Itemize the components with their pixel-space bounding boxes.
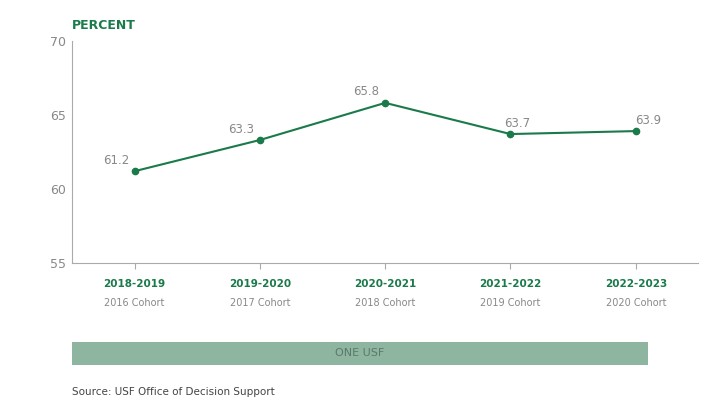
- Text: 61.2: 61.2: [103, 154, 129, 167]
- Text: 2018 Cohort: 2018 Cohort: [355, 298, 415, 308]
- Text: PERCENT: PERCENT: [72, 19, 136, 32]
- Text: 2022-2023: 2022-2023: [605, 279, 667, 290]
- Text: 63.3: 63.3: [228, 123, 254, 136]
- Text: 63.9: 63.9: [635, 114, 662, 127]
- Text: 2018-2019: 2018-2019: [104, 279, 166, 290]
- Text: 2016 Cohort: 2016 Cohort: [104, 298, 165, 308]
- Text: 63.7: 63.7: [504, 117, 530, 130]
- Text: 2020 Cohort: 2020 Cohort: [606, 298, 666, 308]
- Text: 65.8: 65.8: [354, 85, 379, 98]
- Text: 2017 Cohort: 2017 Cohort: [230, 298, 290, 308]
- Text: Source: USF Office of Decision Support: Source: USF Office of Decision Support: [72, 387, 275, 397]
- Text: ONE USF: ONE USF: [336, 348, 384, 358]
- Text: 2019 Cohort: 2019 Cohort: [480, 298, 541, 308]
- Text: 2019-2020: 2019-2020: [229, 279, 291, 290]
- Text: 2021-2022: 2021-2022: [480, 279, 541, 290]
- Text: 2020-2021: 2020-2021: [354, 279, 416, 290]
